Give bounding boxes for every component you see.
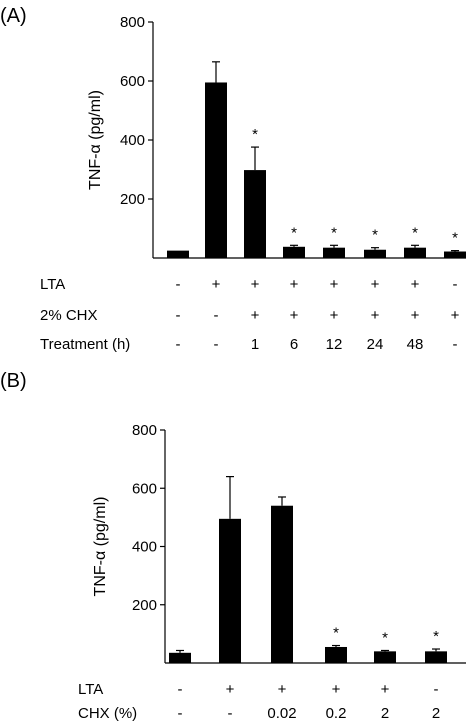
bar bbox=[425, 651, 447, 663]
condition-row-label: LTA bbox=[40, 276, 65, 293]
significance-marker: * bbox=[291, 224, 297, 241]
condition-cell: 24 bbox=[367, 336, 384, 353]
condition-cell: + bbox=[278, 681, 287, 698]
condition-cell: 2 bbox=[381, 705, 389, 722]
condition-cell: + bbox=[371, 307, 380, 324]
condition-row-label: Treatment (h) bbox=[40, 336, 130, 353]
condition-cell: - bbox=[453, 276, 458, 293]
condition-row-label: 2% CHX bbox=[40, 307, 98, 324]
condition-cell: - bbox=[453, 336, 458, 353]
condition-cell: - bbox=[214, 336, 219, 353]
bar bbox=[283, 246, 305, 258]
condition-cell: + bbox=[251, 276, 260, 293]
condition-cell: + bbox=[226, 681, 235, 698]
condition-cell: 6 bbox=[290, 336, 298, 353]
y-tick-label: 200 bbox=[132, 597, 157, 614]
y-tick-label: 600 bbox=[132, 480, 157, 497]
condition-cell: - bbox=[178, 681, 183, 698]
condition-cell: - bbox=[434, 681, 439, 698]
y-tick-label: 200 bbox=[120, 191, 145, 208]
bar bbox=[244, 170, 266, 258]
bar bbox=[325, 646, 347, 663]
y-tick-label: 800 bbox=[120, 14, 145, 31]
condition-cell: - bbox=[176, 336, 181, 353]
condition-cell: + bbox=[332, 681, 341, 698]
significance-marker: * bbox=[372, 227, 378, 244]
condition-cell: + bbox=[451, 307, 460, 324]
bar bbox=[271, 505, 293, 663]
panel-a: (A) 200 400 600 800 TNF-α (pg/ml) * * * * * * LTA - + +… bbox=[0, 5, 466, 353]
condition-cell: + bbox=[411, 276, 420, 293]
condition-cell: 1 bbox=[251, 336, 259, 353]
bar bbox=[444, 251, 466, 258]
condition-cell: + bbox=[371, 276, 380, 293]
y-tick-label: 600 bbox=[120, 73, 145, 90]
bar bbox=[374, 651, 396, 663]
condition-row-label: CHX (%) bbox=[78, 705, 137, 722]
bar bbox=[219, 518, 241, 663]
bar bbox=[205, 82, 227, 258]
significance-marker: * bbox=[452, 230, 458, 247]
condition-row-label: LTA bbox=[78, 681, 103, 698]
bar bbox=[364, 249, 386, 258]
y-tick-label: 400 bbox=[120, 132, 145, 149]
y-tick-label: 800 bbox=[132, 422, 157, 439]
condition-cell: + bbox=[330, 276, 339, 293]
panel-label: (A) bbox=[0, 5, 27, 27]
condition-cell: 2 bbox=[432, 705, 440, 722]
condition-cell: 0.2 bbox=[326, 705, 347, 722]
bar bbox=[169, 652, 191, 663]
panel-b: (B) 200 400 600 800 TNF-α (pg/ml) * * * LTA - + + + + -… bbox=[0, 370, 466, 722]
significance-marker: * bbox=[382, 629, 388, 646]
condition-cell: + bbox=[411, 307, 420, 324]
condition-cell: - bbox=[178, 705, 183, 722]
significance-marker: * bbox=[331, 224, 337, 241]
significance-marker: * bbox=[412, 224, 418, 241]
bar bbox=[167, 250, 189, 258]
significance-marker: * bbox=[433, 628, 439, 645]
condition-cell: + bbox=[251, 307, 260, 324]
bar bbox=[404, 247, 426, 258]
condition-cell: - bbox=[176, 307, 181, 324]
significance-marker: * bbox=[333, 625, 339, 642]
condition-cell: + bbox=[212, 276, 221, 293]
condition-cell: - bbox=[176, 276, 181, 293]
condition-cell: - bbox=[214, 307, 219, 324]
condition-cell: + bbox=[330, 307, 339, 324]
y-axis-title: TNF-α (pg/ml) bbox=[87, 90, 104, 190]
condition-cell: 48 bbox=[407, 336, 424, 353]
bar bbox=[323, 247, 345, 258]
condition-cell: - bbox=[228, 705, 233, 722]
y-axis-title: TNF-α (pg/ml) bbox=[92, 497, 109, 597]
significance-marker: * bbox=[252, 126, 258, 143]
condition-cell: 0.02 bbox=[267, 705, 296, 722]
condition-cell: + bbox=[290, 276, 299, 293]
condition-cell: + bbox=[381, 681, 390, 698]
condition-cell: + bbox=[290, 307, 299, 324]
y-tick-label: 400 bbox=[132, 539, 157, 556]
panel-label: (B) bbox=[0, 370, 27, 392]
condition-cell: 12 bbox=[326, 336, 343, 353]
